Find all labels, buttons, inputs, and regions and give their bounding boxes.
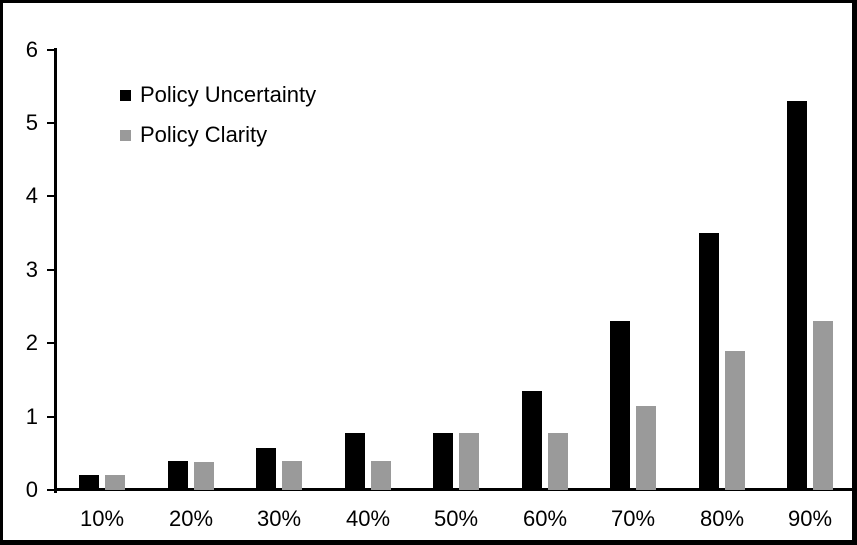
y-axis-tick xyxy=(47,342,55,344)
x-axis-label-90pct: 90% xyxy=(787,506,833,531)
y-axis-tick xyxy=(47,489,55,491)
y-axis-tick-label: 4 xyxy=(25,183,38,208)
x-axis-label-30pct: 30% xyxy=(256,506,302,531)
bar-policy-uncertainty-20pct xyxy=(168,461,188,490)
legend-label-policy-clarity: Policy Clarity xyxy=(140,122,268,147)
legend-item-policy-clarity: Policy Clarity xyxy=(120,120,316,150)
y-axis-line xyxy=(54,48,57,493)
x-axis-label-60pct: 60% xyxy=(522,506,568,531)
bar-policy-clarity-80pct xyxy=(725,351,745,490)
x-axis-label-40pct: 40% xyxy=(345,506,391,531)
y-axis-tick-label: 3 xyxy=(25,257,38,282)
y-axis-tick-label: 6 xyxy=(25,37,38,62)
bar-policy-uncertainty-90pct xyxy=(787,101,807,490)
x-axis-line xyxy=(54,488,853,491)
bar-policy-uncertainty-30pct xyxy=(256,448,276,490)
bar-policy-clarity-50pct xyxy=(459,433,479,490)
y-axis-tick xyxy=(47,49,55,51)
x-axis-label-10pct: 10% xyxy=(79,506,125,531)
bar-policy-uncertainty-50pct xyxy=(433,433,453,490)
x-axis-label-20pct: 20% xyxy=(168,506,214,531)
legend-item-policy-uncertainty: Policy Uncertainty xyxy=(120,80,316,110)
x-axis-label-70pct: 70% xyxy=(610,506,656,531)
y-axis-tick xyxy=(47,416,55,418)
y-axis-tick-label: 2 xyxy=(25,330,38,355)
bar-policy-uncertainty-10pct xyxy=(79,475,99,490)
y-axis-tick xyxy=(47,122,55,124)
bar-policy-clarity-30pct xyxy=(282,461,302,490)
bar-policy-clarity-90pct xyxy=(813,321,833,490)
legend-swatch-policy-uncertainty xyxy=(120,89,131,101)
y-axis-tick-label: 1 xyxy=(25,404,38,429)
bar-policy-uncertainty-80pct xyxy=(699,233,719,490)
y-axis-tick-label: 5 xyxy=(25,110,38,135)
x-axis-label-80pct: 80% xyxy=(699,506,745,531)
legend: Policy Uncertainty Policy Clarity xyxy=(120,80,316,160)
bar-policy-clarity-10pct xyxy=(105,475,125,490)
y-axis-tick xyxy=(47,269,55,271)
bar-policy-clarity-20pct xyxy=(194,462,214,490)
bar-policy-uncertainty-70pct xyxy=(610,321,630,490)
bar-policy-clarity-60pct xyxy=(548,433,568,490)
legend-label-policy-uncertainty: Policy Uncertainty xyxy=(140,82,317,107)
bar-policy-uncertainty-40pct xyxy=(345,433,365,490)
bar-policy-clarity-70pct xyxy=(636,406,656,490)
legend-swatch-policy-clarity xyxy=(120,129,131,141)
bar-policy-clarity-40pct xyxy=(371,461,391,490)
x-axis-label-50pct: 50% xyxy=(433,506,479,531)
y-axis-tick xyxy=(47,195,55,197)
bar-policy-uncertainty-60pct xyxy=(522,391,542,490)
y-axis-tick-label: 0 xyxy=(25,477,38,502)
